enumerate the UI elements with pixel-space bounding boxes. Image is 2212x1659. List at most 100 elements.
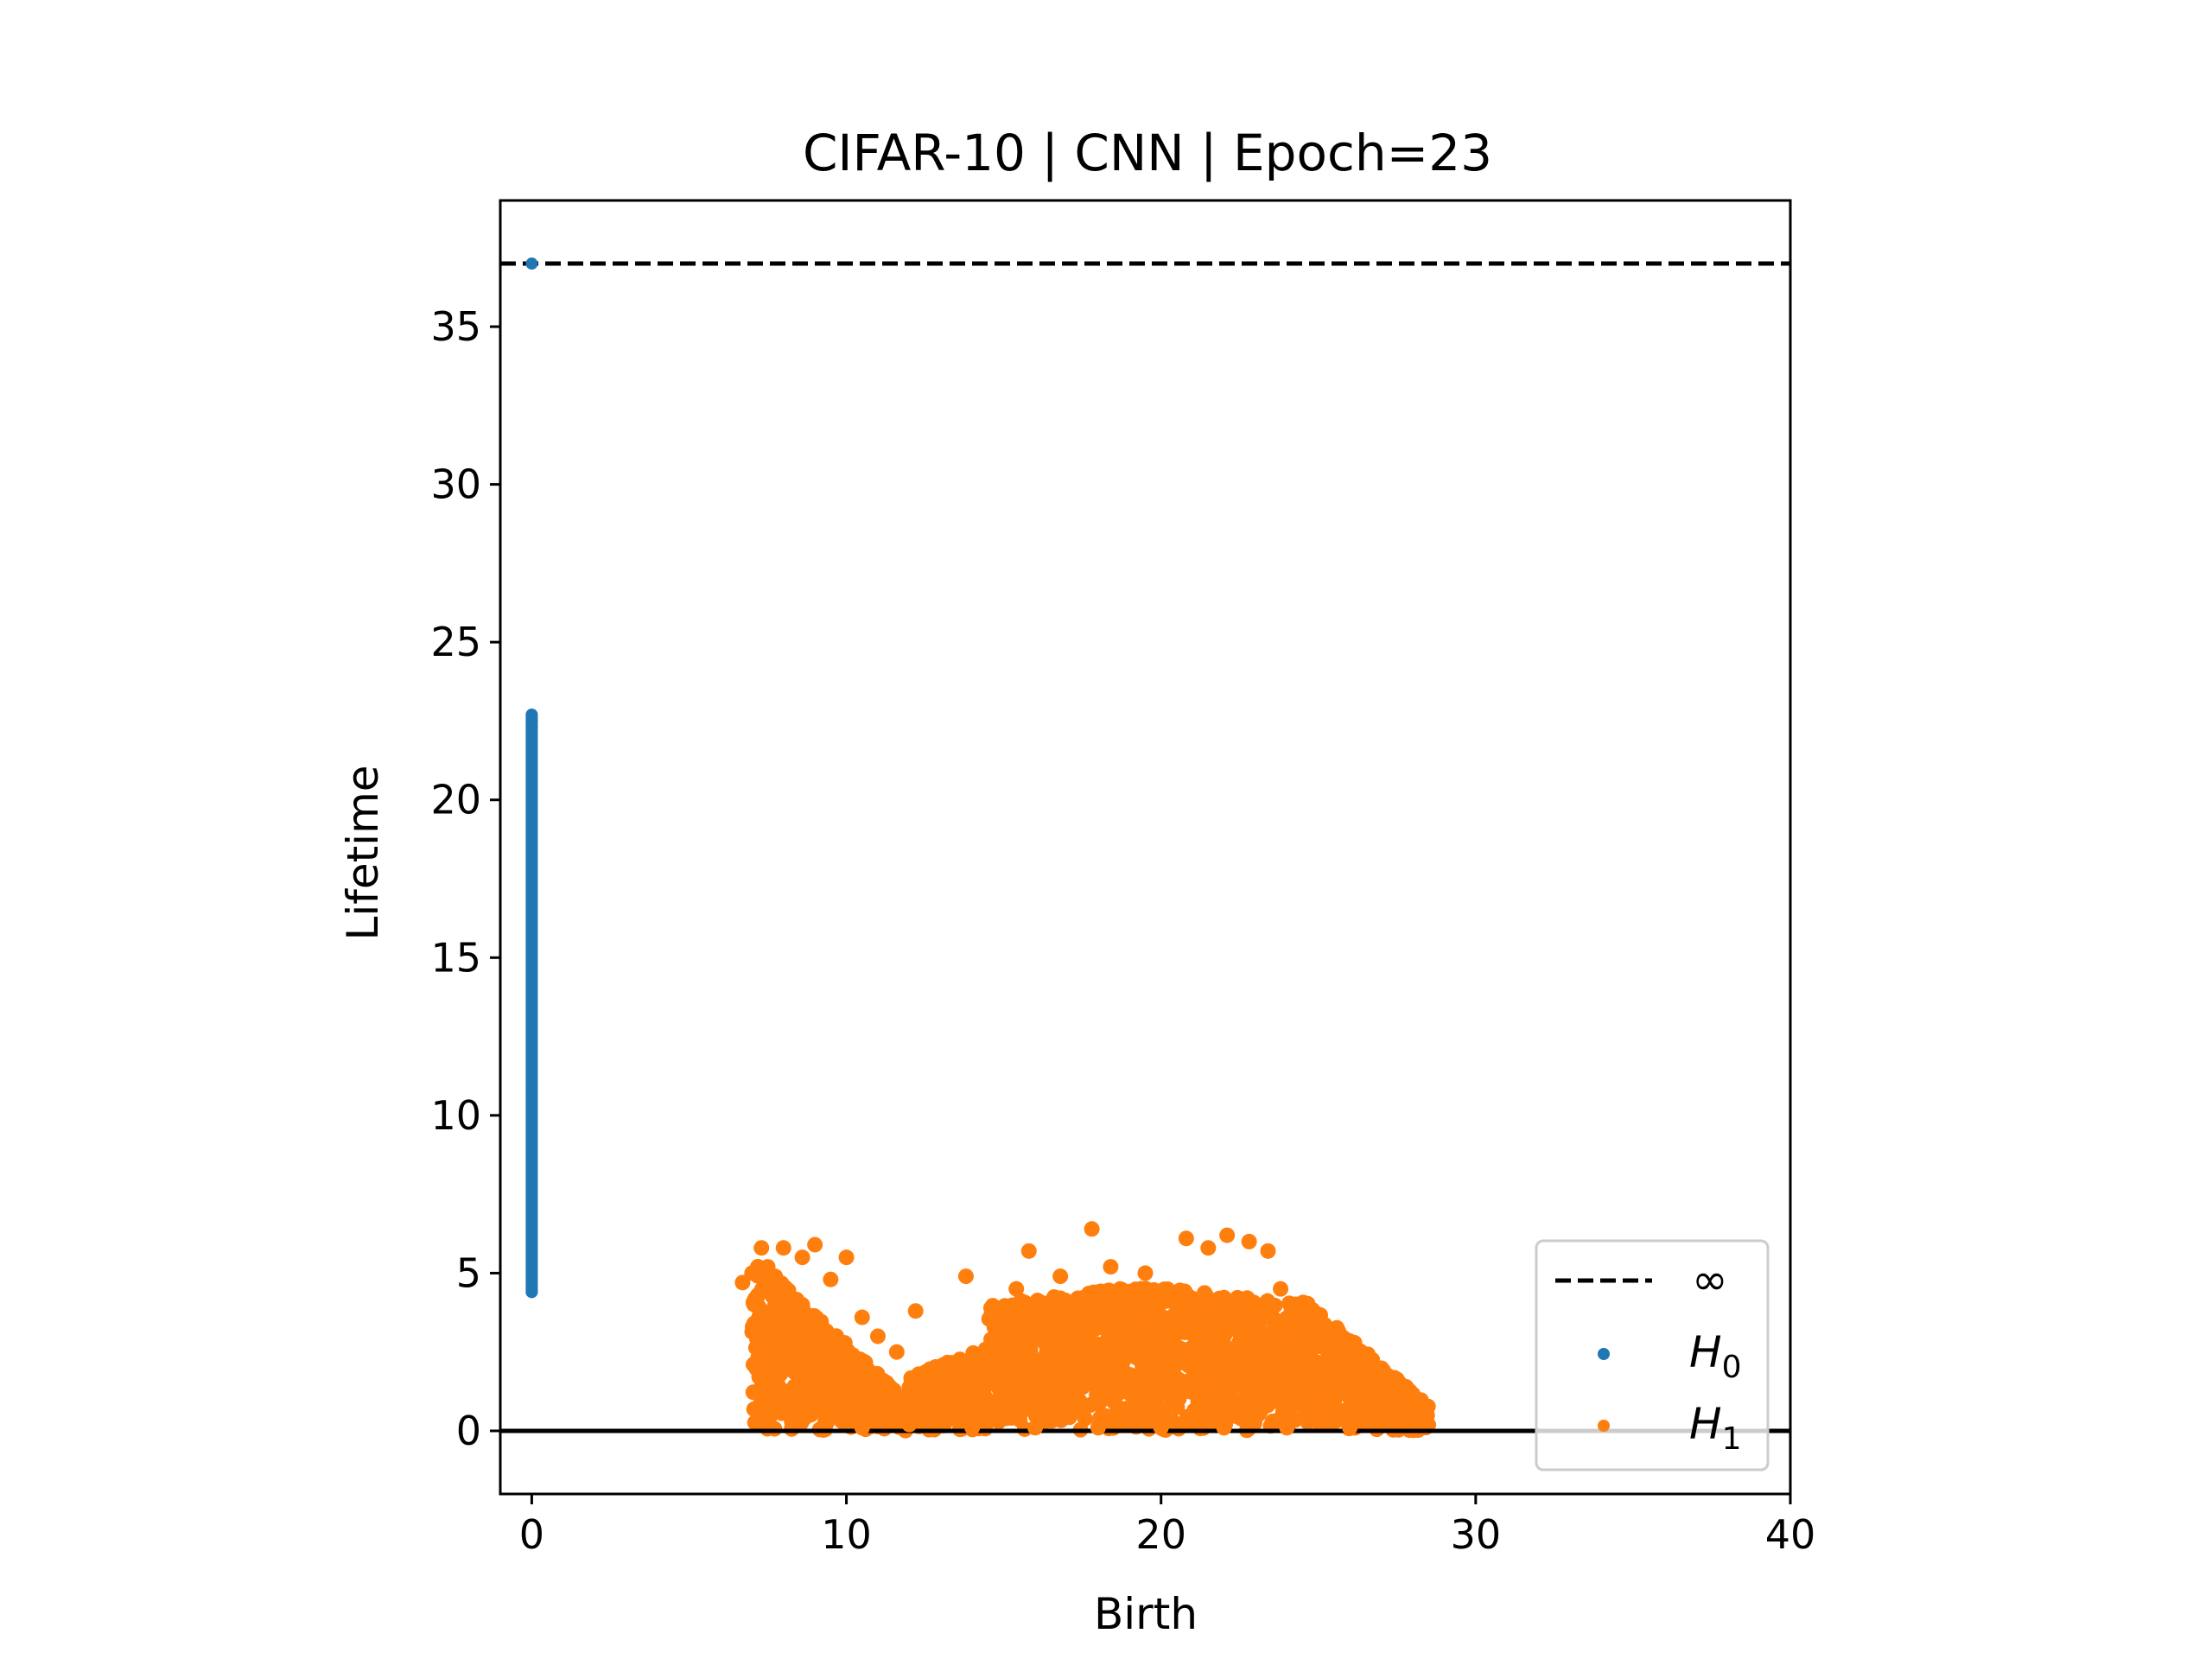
h1-point: [986, 1363, 1002, 1379]
h1-point: [1180, 1290, 1197, 1306]
plot-frame: [499, 199, 1792, 1496]
h1-point: [970, 1385, 987, 1402]
h1-point: [1386, 1407, 1402, 1423]
h1-point: [917, 1378, 933, 1395]
h1-point: [1260, 1243, 1276, 1259]
h1-point: [998, 1301, 1014, 1318]
h1-point: [1107, 1316, 1123, 1332]
h1-point: [1273, 1281, 1289, 1297]
h1-point: [854, 1420, 870, 1436]
h1-point: [1266, 1367, 1282, 1383]
h1-point: [1229, 1300, 1245, 1316]
h1-point: [1170, 1304, 1186, 1320]
h1-point: [823, 1271, 839, 1287]
h1-point: [1338, 1339, 1355, 1356]
h1-point: [1200, 1240, 1217, 1256]
h1-point: [975, 1357, 991, 1373]
h1-point: [1084, 1395, 1101, 1412]
h1-point: [1238, 1351, 1255, 1368]
h1-point: [998, 1410, 1014, 1427]
h1-point: [1093, 1344, 1109, 1360]
h1-point: [1253, 1402, 1269, 1418]
h1-point: [1411, 1410, 1427, 1427]
h1-point: [1090, 1420, 1106, 1436]
h1-point: [787, 1361, 804, 1377]
h1-point: [1098, 1356, 1115, 1372]
h1-point: [1216, 1420, 1232, 1436]
h1-point: [764, 1386, 780, 1402]
h1-point: [1030, 1369, 1046, 1385]
h1-point: [1313, 1397, 1330, 1414]
h1-point: [1352, 1358, 1369, 1375]
h1-point: [1294, 1322, 1311, 1338]
h1-point: [1217, 1339, 1234, 1356]
h1-point: [1267, 1338, 1283, 1355]
h1-point: [769, 1287, 785, 1303]
y-tick-label: 5: [456, 1249, 481, 1296]
h1-point: [976, 1405, 992, 1421]
h1-point: [1056, 1305, 1072, 1321]
h1-point: [1153, 1420, 1169, 1436]
h1-point: [755, 1367, 772, 1383]
h1-point: [838, 1249, 855, 1266]
h1-point: [1352, 1343, 1369, 1359]
h1-point: [1046, 1396, 1063, 1413]
h1-point: [1158, 1313, 1174, 1329]
legend: ∞ H0 H1: [1535, 1239, 1770, 1471]
h0-series: [525, 257, 538, 1299]
h1-point: [1156, 1284, 1173, 1300]
y-tick-label: 35: [430, 303, 481, 350]
h1-point: [791, 1378, 808, 1395]
y-tick-label: 25: [430, 619, 481, 665]
h1-point: [1348, 1404, 1364, 1421]
h1-point: [825, 1404, 842, 1421]
h1-point: [879, 1382, 895, 1398]
h1-point: [1316, 1370, 1332, 1386]
h1-point: [907, 1303, 924, 1319]
h1-point: [1169, 1399, 1185, 1415]
h1-point: [1074, 1290, 1090, 1306]
h1-point: [983, 1332, 1000, 1348]
h1-point: [1153, 1335, 1169, 1351]
h1-point: [983, 1300, 1000, 1317]
h1-point: [1178, 1230, 1194, 1247]
h1-point: [787, 1391, 804, 1408]
h1-point: [1207, 1294, 1224, 1310]
h1-point: [768, 1332, 785, 1349]
h1-point: [1129, 1372, 1146, 1389]
h1-point: [1144, 1301, 1160, 1318]
h1-point: [1062, 1404, 1078, 1421]
h1-point: [1230, 1335, 1247, 1351]
h1-point: [1103, 1259, 1119, 1275]
h1-point: [1097, 1408, 1114, 1424]
h1-point: [964, 1420, 981, 1436]
h1-point: [1373, 1395, 1389, 1411]
h1-point: [1300, 1414, 1316, 1431]
x-tick-label: 40: [1765, 1511, 1816, 1558]
h1-point: [751, 1328, 767, 1344]
h0-point: [525, 257, 538, 270]
h1-point: [995, 1397, 1012, 1414]
y-tick-label: 30: [430, 461, 481, 508]
h1-point: [1305, 1369, 1321, 1385]
h1-point: [1101, 1282, 1117, 1299]
h1-point: [1103, 1294, 1119, 1310]
h1-series: [734, 1221, 1427, 1436]
h1-point: [1314, 1357, 1331, 1373]
h1-point: [888, 1344, 905, 1360]
h1-point: [854, 1309, 870, 1325]
h1-point: [959, 1356, 976, 1372]
h1-point: [926, 1359, 943, 1376]
h1-point: [1048, 1320, 1065, 1337]
h1-point: [1137, 1265, 1154, 1281]
h1-point: [1335, 1376, 1351, 1392]
h1-point: [805, 1351, 822, 1367]
h1-point: [800, 1313, 817, 1329]
h1-point: [1080, 1311, 1096, 1327]
h1-point: [1089, 1366, 1105, 1382]
h1-point: [1165, 1381, 1181, 1397]
h1-point: [1326, 1393, 1343, 1409]
y-axis: 0 5 10 15 20 25 30 35: [430, 303, 500, 1454]
h1-point: [1192, 1421, 1209, 1437]
